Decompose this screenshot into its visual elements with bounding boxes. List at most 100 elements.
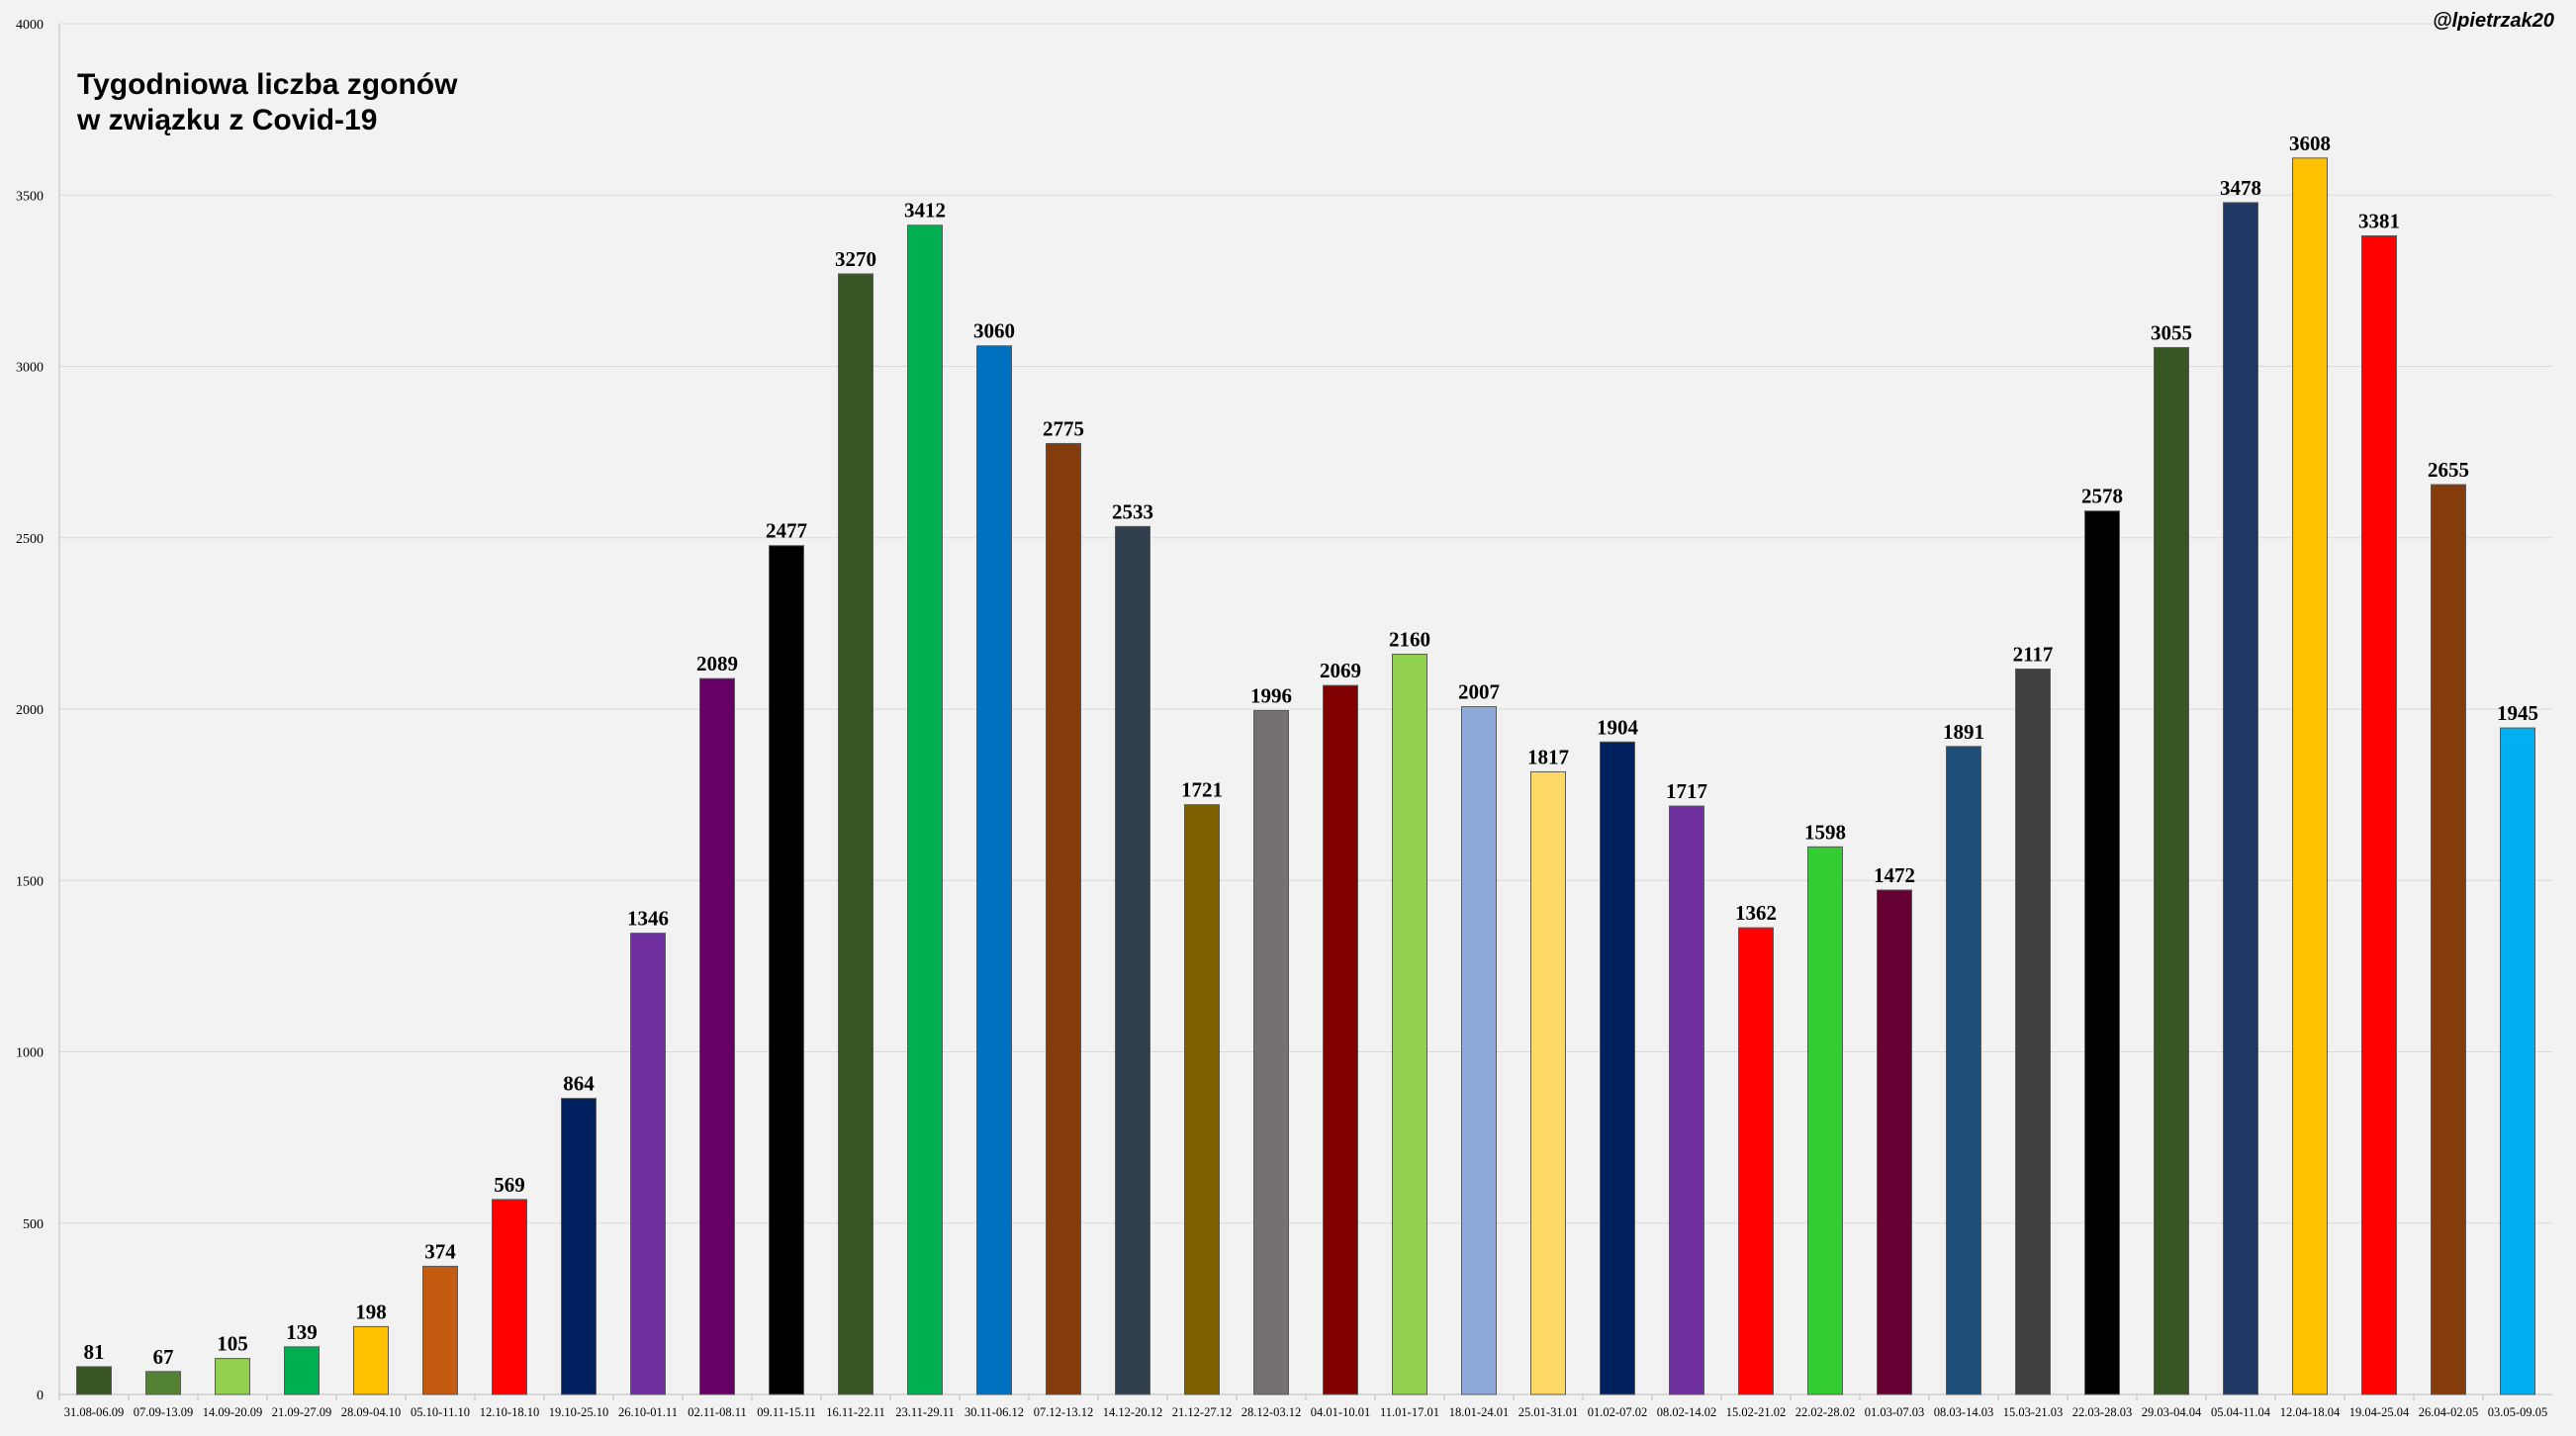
bar xyxy=(1184,804,1220,1395)
bar xyxy=(1323,684,1358,1395)
bar xyxy=(284,1346,320,1395)
data-label: 374 xyxy=(424,1239,456,1263)
data-label: 1346 xyxy=(627,907,669,931)
bar xyxy=(2361,234,2397,1395)
x-tick-label: 21.09-27.09 xyxy=(272,1405,331,1419)
bar xyxy=(1669,805,1704,1395)
data-label: 3478 xyxy=(2220,176,2261,200)
x-tick-label: 26.10-01.11 xyxy=(618,1405,678,1419)
x-tick-label: 22.03-28.03 xyxy=(2072,1405,2132,1419)
y-tick-label: 2000 xyxy=(16,703,44,718)
data-label: 2533 xyxy=(1112,499,1153,523)
bar xyxy=(422,1265,458,1395)
bar xyxy=(769,545,804,1395)
x-tick-label: 28.12-03.12 xyxy=(1242,1405,1301,1419)
bar xyxy=(76,1366,112,1395)
x-tick-label: 03.05-09.05 xyxy=(2488,1405,2547,1419)
data-label: 3060 xyxy=(973,319,1015,343)
y-tick-label: 1000 xyxy=(16,1046,44,1061)
x-tick-label: 07.12-13.12 xyxy=(1034,1405,1093,1419)
x-tick-label: 15.03-21.03 xyxy=(2003,1405,2063,1419)
bar xyxy=(561,1098,597,1395)
bar xyxy=(1115,525,1150,1395)
bar xyxy=(699,677,735,1395)
x-tick-label: 26.04-02.05 xyxy=(2419,1405,2478,1419)
x-tick-label: 19.10-25.10 xyxy=(549,1405,608,1419)
bar xyxy=(2500,727,2535,1395)
data-label: 1717 xyxy=(1666,779,1707,803)
data-label: 3608 xyxy=(2289,132,2331,155)
x-tick-label: 29.03-04.04 xyxy=(2142,1405,2202,1419)
y-tick-label: 1500 xyxy=(16,874,44,889)
x-tick-label: 16.11-22.11 xyxy=(826,1405,885,1419)
x-tick-label: 30.11-06.12 xyxy=(965,1405,1024,1419)
bar xyxy=(2223,202,2258,1395)
data-label: 1817 xyxy=(1527,745,1569,768)
data-label: 2775 xyxy=(1043,416,1084,440)
bar xyxy=(907,224,943,1395)
y-tick-label: 500 xyxy=(23,1217,44,1232)
bar xyxy=(2431,484,2466,1395)
x-tick-label: 08.02-14.02 xyxy=(1657,1405,1716,1419)
y-tick-label: 2500 xyxy=(16,532,44,547)
data-label: 1904 xyxy=(1597,715,1639,739)
data-label: 2578 xyxy=(2081,485,2123,508)
bar xyxy=(1046,442,1081,1395)
bar xyxy=(2292,157,2328,1395)
x-tick-label: 07.09-13.09 xyxy=(134,1405,193,1419)
data-label: 198 xyxy=(355,1300,387,1323)
bar xyxy=(1877,889,1912,1395)
data-label: 1945 xyxy=(2497,701,2538,725)
bar xyxy=(1738,927,1774,1395)
bar xyxy=(1253,709,1289,1395)
data-label: 2007 xyxy=(1458,680,1500,704)
bar xyxy=(145,1371,181,1395)
x-tick-label: 01.03-07.03 xyxy=(1865,1405,1924,1419)
bar xyxy=(2084,510,2120,1395)
bar xyxy=(1392,654,1427,1395)
author-credit: @lpietrzak20 xyxy=(2433,10,2554,32)
data-label: 3412 xyxy=(904,199,946,223)
data-label: 3381 xyxy=(2358,209,2400,232)
data-label: 1472 xyxy=(1874,863,1915,887)
data-label: 1891 xyxy=(1943,720,1984,744)
bar xyxy=(838,273,874,1395)
x-tick-label: 21.12-27.12 xyxy=(1172,1405,1232,1419)
bar xyxy=(1600,741,1635,1395)
data-label: 1996 xyxy=(1250,683,1292,707)
x-tick-label: 02.11-08.11 xyxy=(688,1405,747,1419)
data-label: 2160 xyxy=(1389,628,1430,652)
data-label: 2117 xyxy=(2013,642,2054,666)
x-tick-label: 08.03-14.03 xyxy=(1934,1405,1993,1419)
bar xyxy=(353,1325,389,1395)
data-label: 864 xyxy=(563,1072,595,1096)
chart-title-line-2: w związku z Covid-19 xyxy=(77,104,378,136)
x-tick-label: 05.04-11.04 xyxy=(2211,1405,2271,1419)
x-tick-label: 25.01-31.01 xyxy=(1518,1405,1578,1419)
y-tick-label: 0 xyxy=(37,1389,44,1403)
data-label: 3270 xyxy=(835,247,876,271)
bar xyxy=(1530,770,1566,1395)
x-tick-label: 19.04-25.04 xyxy=(2349,1405,2410,1419)
x-tick-label: 14.12-20.12 xyxy=(1103,1405,1162,1419)
bar xyxy=(630,933,666,1395)
bar xyxy=(1461,706,1497,1395)
x-tick-label: 18.01-24.01 xyxy=(1449,1405,1509,1419)
bar xyxy=(492,1199,527,1395)
x-tick-label: 15.02-21.02 xyxy=(1726,1405,1786,1419)
data-label: 3055 xyxy=(2151,320,2192,344)
data-label: 105 xyxy=(217,1332,248,1356)
bar xyxy=(2154,346,2189,1395)
bar xyxy=(976,345,1012,1395)
x-tick-label: 11.01-17.01 xyxy=(1380,1405,1439,1419)
x-tick-label: 01.02-07.02 xyxy=(1588,1405,1647,1419)
data-label: 2089 xyxy=(696,652,738,675)
data-label: 1362 xyxy=(1735,901,1777,925)
bar xyxy=(1946,746,1981,1395)
data-label: 139 xyxy=(286,1320,318,1344)
x-tick-label: 31.08-06.09 xyxy=(64,1405,124,1419)
chart-title-line-1: Tygodniowa liczba zgonów xyxy=(77,68,458,101)
chart-title: Tygodniowa liczba zgonów w związku z Cov… xyxy=(77,67,457,138)
